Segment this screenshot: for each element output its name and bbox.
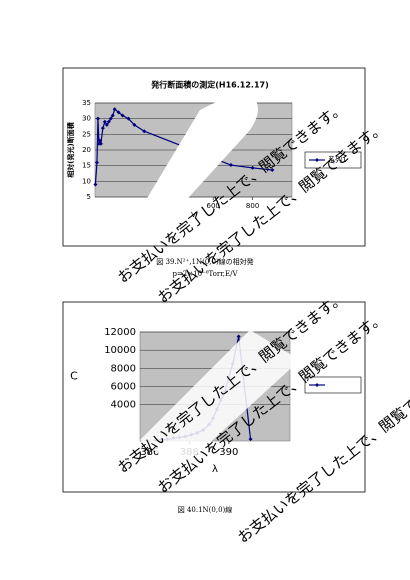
chart-title: 発行断面積の測定(H16.12.17) <box>150 80 268 90</box>
watermark-band <box>140 330 300 470</box>
x-tick-label: 390 <box>219 447 238 458</box>
data-point <box>93 182 98 187</box>
legend-marker <box>315 158 319 162</box>
y-tick-label: 35 <box>82 99 91 107</box>
legend-box <box>304 151 362 169</box>
y-tick-label: 10 <box>82 177 91 185</box>
y-tick-label: 4000 <box>111 400 136 411</box>
y-tick-label: 5 <box>87 193 91 201</box>
y-tick-label: 25 <box>82 130 91 138</box>
x-axis-label: λ <box>212 464 218 475</box>
data-point <box>97 138 102 143</box>
data-point <box>108 116 113 121</box>
x-tick-label: 600 <box>207 202 220 210</box>
data-point <box>102 119 107 124</box>
y-tick-label: 12000 <box>104 327 136 338</box>
y-tick-label: 6000 <box>111 382 136 393</box>
watermark-band <box>140 90 258 240</box>
data-point <box>126 116 131 121</box>
y-tick-label: 10000 <box>104 345 136 356</box>
y-tick-label: 15 <box>82 162 91 170</box>
y-tick-label: 8000 <box>111 363 136 374</box>
legend-box <box>304 376 362 394</box>
legend-label: 系列1 <box>328 155 346 164</box>
data-point <box>132 122 137 127</box>
y-axis-label: 相対(発光)断面積 <box>66 121 75 177</box>
data-point <box>94 160 99 165</box>
data-point <box>250 165 255 170</box>
data-point <box>112 107 117 112</box>
caption: 図 39.N²⁺,1N(0,0)線の相対発 <box>156 257 253 266</box>
data-point <box>248 437 253 442</box>
data-point <box>236 334 241 339</box>
x-axis-label: V <box>191 211 196 219</box>
x-tick-label: 386 <box>140 447 159 458</box>
data-point <box>104 122 109 127</box>
data-point <box>95 116 100 121</box>
y-tick-label: 30 <box>82 115 91 123</box>
y-tick-label: 20 <box>82 146 91 154</box>
data-point <box>100 126 105 131</box>
data-point <box>116 110 121 115</box>
legend-marker <box>315 383 319 387</box>
caption: p=2×10⁻⁶Torr,E/V <box>172 270 238 278</box>
y-axis-label: C <box>70 370 78 383</box>
data-point <box>270 168 275 173</box>
x-tick-label: 800 <box>246 202 259 210</box>
data-point <box>228 163 233 168</box>
data-point <box>98 141 103 146</box>
data-point <box>110 113 115 118</box>
caption: 図 40.1N(0,0)線 <box>178 505 233 514</box>
data-point <box>142 129 147 134</box>
data-point <box>106 119 111 124</box>
data-point <box>120 113 125 118</box>
